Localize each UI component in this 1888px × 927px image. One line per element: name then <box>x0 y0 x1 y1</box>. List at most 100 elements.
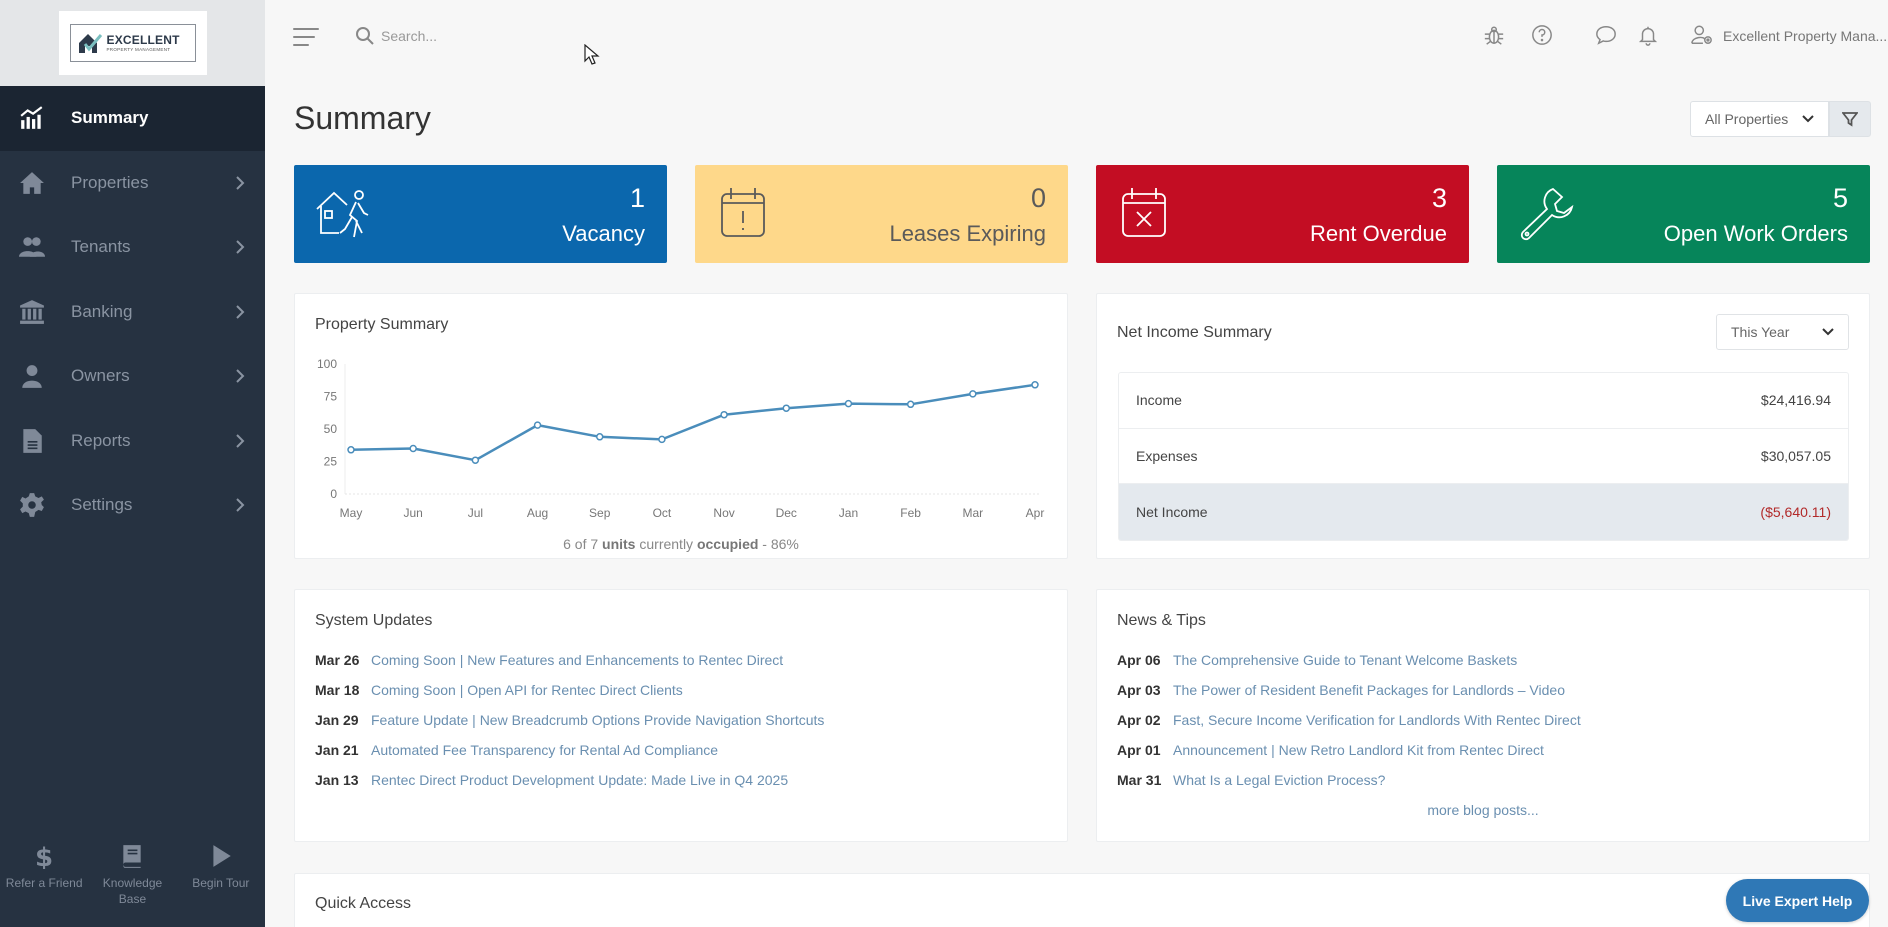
expenses-row: Expenses $30,057.05 <box>1119 429 1848 484</box>
x-tick-label: Jan <box>839 506 858 520</box>
users-icon <box>18 233 46 261</box>
sidebar-item-label: Summary <box>71 108 149 128</box>
news-link[interactable]: Fast, Secure Income Verification for Lan… <box>1173 712 1581 728</box>
news-link[interactable]: What Is a Legal Eviction Process? <box>1173 772 1386 788</box>
expenses-value: $30,057.05 <box>1760 447 1831 464</box>
y-tick-label: 25 <box>324 455 338 469</box>
vacancy-card[interactable]: 1 Vacancy <box>294 165 667 263</box>
data-point <box>658 435 666 444</box>
news-tips-panel: News & Tips Apr 06 The Comprehensive Guid… <box>1096 589 1870 842</box>
document-icon <box>18 427 46 455</box>
quick-access-title: Quick Access <box>315 895 412 912</box>
user-settings-icon[interactable] <box>1691 24 1715 48</box>
menu-toggle-icon[interactable] <box>293 28 319 48</box>
list-item: Jan 13 Rentec Direct Product Development … <box>315 772 789 788</box>
svg-text:$: $ <box>35 843 53 869</box>
bank-icon <box>18 298 46 326</box>
sidebar-item-banking[interactable]: Banking <box>0 280 265 345</box>
account-name[interactable]: Excellent Property Mana... <box>1723 28 1888 44</box>
filter-button[interactable] <box>1829 101 1871 137</box>
chevron-right-icon <box>235 239 245 255</box>
bug-report-icon[interactable] <box>1483 24 1507 48</box>
help-icon[interactable] <box>1531 24 1555 48</box>
more-blog-posts-link[interactable]: more blog posts... <box>1427 802 1539 818</box>
news-link[interactable]: The Power of Resident Benefit Packages f… <box>1173 682 1565 698</box>
occupancy-line-chart: 0 25 50 75 100 May Jun Jul Aug Sep Oct Nov Dec Jan Feb… <box>317 357 1045 520</box>
search-input[interactable] <box>381 28 581 44</box>
system-updates-list: Mar 26 Coming Soon | New Features and Enh… <box>315 645 1047 795</box>
data-point <box>533 421 542 429</box>
leases-expiring-card[interactable]: 0 Leases Expiring <box>695 165 1068 263</box>
home-icon <box>18 169 46 197</box>
x-tick-label: Nov <box>713 506 734 520</box>
system-updates-panel: System Updates Mar 26 Coming Soon | New F… <box>294 589 1068 842</box>
chevron-right-icon <box>235 497 245 513</box>
data-point <box>782 404 791 412</box>
sidebar-item-tenants[interactable]: Tenants <box>0 215 265 280</box>
x-tick-label: Dec <box>776 506 797 520</box>
begin-tour-button[interactable]: Begin Tour <box>181 843 261 891</box>
x-tick-label: Jun <box>404 506 423 520</box>
x-tick-label: Mar <box>962 506 983 520</box>
list-item: Jan 21 Automated Fee Transparency for Ren… <box>315 742 719 758</box>
sidebar-item-label: Reports <box>71 430 131 450</box>
y-tick-label: 0 <box>330 487 337 501</box>
chevron-right-icon <box>235 368 245 384</box>
sidebar-item-settings[interactable]: Settings <box>0 473 265 538</box>
refer-a-friend-button[interactable]: $ Refer a Friend <box>5 843 83 890</box>
update-link[interactable]: Feature Update | New Breadcrumb Options … <box>371 712 825 728</box>
list-item: Jan 29 Feature Update | New Breadcrumb Op… <box>315 712 825 728</box>
company-logo[interactable]: EXCELLENT PROPERTY MANAGEMENT <box>58 11 207 75</box>
net-income-title: Net Income Summary <box>1117 324 1272 341</box>
data-point <box>844 399 853 408</box>
knowledge-base-button[interactable]: Knowledge Base <box>92 843 172 907</box>
data-point <box>595 433 604 441</box>
chevron-right-icon <box>235 433 245 449</box>
open-work-orders-card[interactable]: 5 Open Work Orders <box>1497 165 1870 263</box>
sidebar-item-summary[interactable]: Summary <box>0 86 265 151</box>
sidebar: EXCELLENT PROPERTY MANAGEMENT Summary Pr… <box>0 0 265 927</box>
sidebar-footer: $ Refer a Friend Knowledge Base Begin To… <box>0 827 265 927</box>
news-link[interactable]: The Comprehensive Guide to Tenant Welcom… <box>1173 652 1518 668</box>
update-link[interactable]: Automated Fee Transparency for Rental Ad… <box>371 742 719 758</box>
sidebar-item-properties[interactable]: Properties <box>0 151 265 216</box>
work-orders-label: Open Work Orders <box>1663 221 1848 246</box>
update-link[interactable]: Coming Soon | Open API for Rentec Direct… <box>371 682 683 698</box>
live-expert-help-button[interactable]: Live Expert Help <box>1726 879 1869 922</box>
house-check-icon <box>78 34 102 53</box>
chevron-right-icon <box>235 175 245 191</box>
update-link[interactable]: Rentec Direct Product Development Update… <box>371 772 789 788</box>
list-item: Apr 02 Fast, Secure Income Verification f… <box>1117 712 1581 728</box>
notification-bell-icon[interactable] <box>1637 24 1661 48</box>
system-updates-title: System Updates <box>315 612 433 629</box>
sidebar-item-reports[interactable]: Reports <box>0 409 265 474</box>
leases-expiring-label: Leases Expiring <box>889 221 1046 246</box>
calendar-alert-icon <box>715 185 775 241</box>
update-link[interactable]: Coming Soon | New Features and Enhanceme… <box>371 652 784 668</box>
chevron-down-icon <box>1822 328 1834 336</box>
x-tick-label: Oct <box>653 506 672 520</box>
sidebar-item-label: Tenants <box>71 237 131 257</box>
book-icon <box>123 845 142 868</box>
calendar-x-icon <box>1116 185 1176 241</box>
rent-overdue-label: Rent Overdue <box>1310 221 1447 246</box>
list-item: Apr 01 Announcement | New Retro Landlord … <box>1117 742 1544 758</box>
filter-icon <box>1842 112 1858 127</box>
rent-overdue-card[interactable]: 3 Rent Overdue <box>1096 165 1469 263</box>
play-icon <box>213 845 231 867</box>
net-income-table: Income $24,416.94 Expenses $30,057.05 Ne… <box>1118 372 1849 541</box>
sidebar-item-label: Owners <box>71 366 130 386</box>
property-summary-title: Property Summary <box>315 316 449 333</box>
period-select[interactable]: This Year <box>1716 314 1849 350</box>
list-item: Mar 31 What Is a Legal Eviction Process? <box>1117 772 1386 788</box>
y-tick-label: 100 <box>317 357 337 371</box>
chat-icon[interactable] <box>1595 24 1619 48</box>
sidebar-item-owners[interactable]: Owners <box>0 344 265 409</box>
x-tick-label: Apr <box>1026 506 1045 520</box>
news-link[interactable]: Announcement | New Retro Landlord Kit fr… <box>1173 742 1544 758</box>
property-select[interactable]: All Properties <box>1690 101 1829 137</box>
dollar-icon: $ <box>35 843 53 869</box>
logo-area: EXCELLENT PROPERTY MANAGEMENT <box>0 0 265 86</box>
search-icon <box>356 27 374 45</box>
y-tick-label: 50 <box>324 422 338 436</box>
